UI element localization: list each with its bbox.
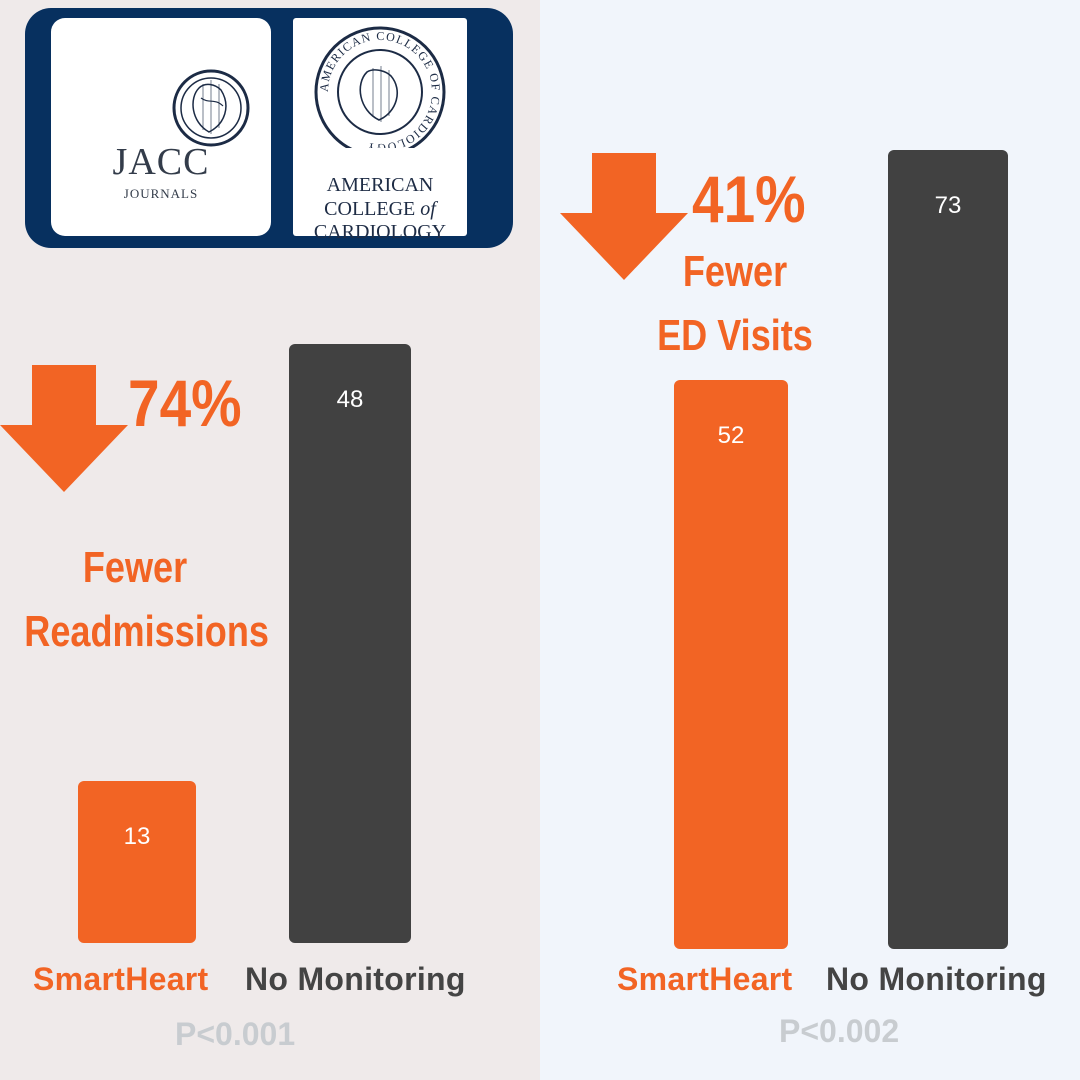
ed-visits-caption-line-1: Fewer bbox=[682, 247, 788, 296]
bar-smartheart-readmissions bbox=[78, 781, 196, 943]
jacc-wordmark: JACC bbox=[112, 141, 210, 183]
acc-line-american: AMERICAN bbox=[326, 174, 434, 196]
ed-visits-panel: 41% Fewer ED Visits 52 73 SmartHeart No … bbox=[540, 0, 1080, 1080]
p-value-ed-visits: P<0.002 bbox=[779, 1013, 900, 1049]
ed-visits-caption: Fewer ED Visits bbox=[649, 240, 821, 368]
category-label-no-monitoring: No Monitoring bbox=[245, 961, 466, 997]
readmissions-panel: JACC JOURNALS AMERICAN COLLEGE OF CARDIO… bbox=[0, 0, 540, 1080]
acc-college-word: COLLEGE bbox=[324, 198, 416, 220]
readmissions-caption-line-1: Fewer bbox=[82, 543, 188, 592]
readmissions-caption: Fewer Readmissions bbox=[24, 536, 269, 664]
acc-line-cardiology: CARDIOLOGY bbox=[313, 221, 447, 243]
category-label-smartheart: SmartHeart bbox=[617, 961, 793, 997]
acc-seal-icon: AMERICAN COLLEGE OF CARDIOLOGY bbox=[314, 26, 446, 148]
jacc-journals-logo: JACC JOURNALS bbox=[51, 18, 271, 236]
value-label-no-monitoring-readmissions: 48 bbox=[336, 386, 364, 413]
value-label-smartheart-ed-visits: 52 bbox=[717, 422, 745, 449]
category-label-smartheart: SmartHeart bbox=[33, 961, 209, 997]
readmissions-reduction-percent: 74% bbox=[128, 366, 242, 440]
category-label-no-monitoring: No Monitoring bbox=[826, 961, 1047, 997]
bar-no-monitoring-ed-visits bbox=[888, 150, 1008, 949]
jacc-subtitle: JOURNALS bbox=[123, 186, 199, 201]
ed-visits-reduction-percent: 41% bbox=[692, 162, 806, 236]
value-label-no-monitoring-ed-visits: 73 bbox=[934, 192, 962, 219]
value-label-smartheart-readmissions: 13 bbox=[123, 823, 151, 850]
down-arrow-icon bbox=[560, 153, 688, 280]
acc-of-word: of bbox=[420, 198, 436, 220]
bar-smartheart-ed-visits bbox=[674, 380, 788, 949]
ed-visits-caption-line-2: ED Visits bbox=[657, 311, 813, 360]
acc-line-college: COLLEGE of bbox=[293, 198, 467, 220]
acc-logo: AMERICAN COLLEGE OF CARDIOLOGY AMERICAN … bbox=[293, 18, 467, 243]
down-arrow-icon bbox=[0, 365, 128, 492]
bar-no-monitoring-readmissions bbox=[289, 344, 411, 943]
logo-card: JACC JOURNALS AMERICAN COLLEGE OF CARDIO… bbox=[25, 8, 513, 248]
p-value-readmissions: P<0.001 bbox=[175, 1016, 296, 1052]
readmissions-caption-line-2: Readmissions bbox=[24, 607, 269, 656]
jacc-emblem-icon bbox=[172, 69, 250, 147]
